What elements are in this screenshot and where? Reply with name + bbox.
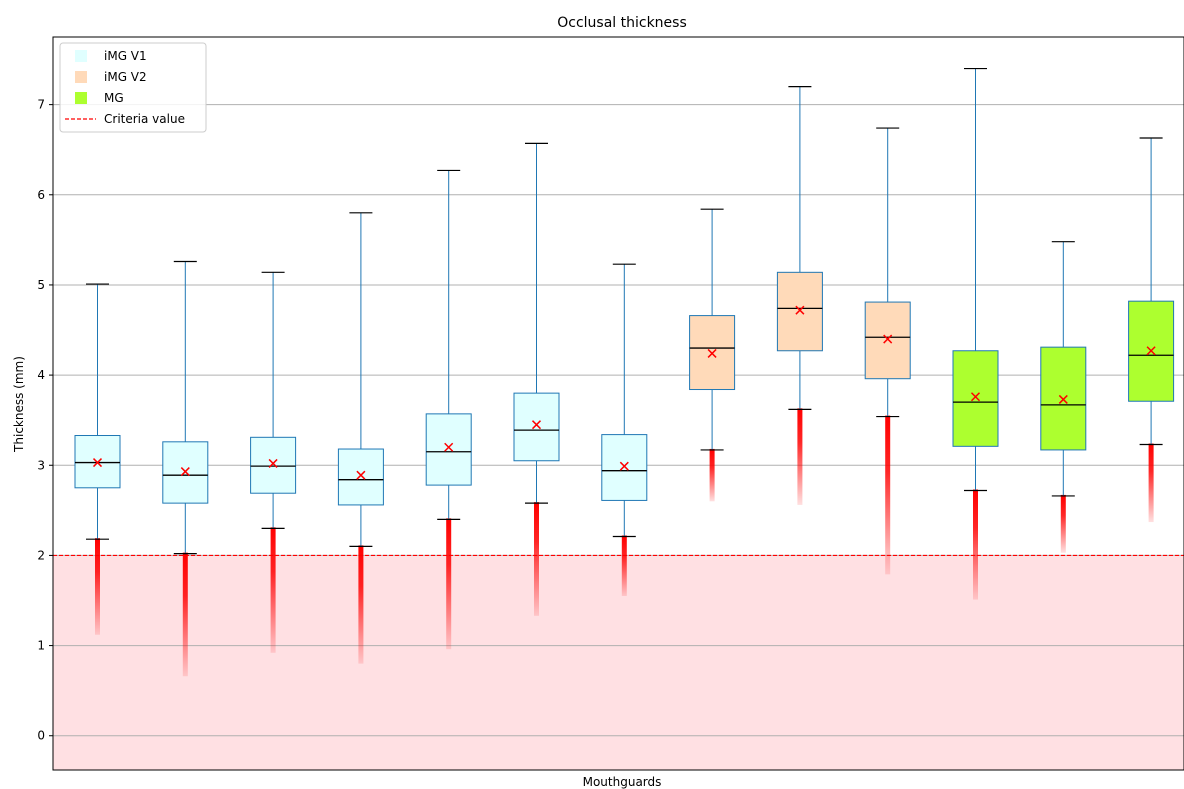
box-7	[601, 263, 648, 596]
y-tick-label-2: 2	[37, 548, 45, 562]
legend-label-1: iMG V1	[104, 49, 147, 63]
box-body-6	[513, 392, 560, 462]
box-2	[162, 260, 209, 677]
legend-item-1: iMG V1	[75, 49, 147, 63]
box-8	[689, 208, 736, 502]
box-6	[513, 142, 560, 616]
box-12	[1040, 241, 1087, 553]
outliers-5	[446, 518, 452, 650]
mean-marker-4	[356, 470, 366, 480]
mean-marker-5	[444, 442, 454, 452]
outliers-3	[270, 527, 276, 653]
x-axis-label: Mouthguards	[583, 775, 662, 789]
legend: iMG V1 iMG V2 MG Criteria value	[59, 42, 207, 133]
chart-title: Occlusal thickness	[557, 15, 687, 31]
boxes	[74, 67, 1175, 677]
box-4	[337, 212, 384, 664]
box-9	[776, 85, 823, 505]
outliers-11	[973, 489, 978, 600]
mean-marker-11	[970, 392, 981, 402]
plot-area: 0 1 2 3 4 5 6 7	[37, 36, 1184, 771]
outliers-2	[182, 552, 188, 677]
outliers-10	[885, 415, 891, 575]
mean-marker-2	[180, 467, 190, 477]
box-body-9	[776, 271, 823, 352]
legend-label-4: Criteria value	[104, 112, 185, 126]
box-1	[74, 283, 121, 635]
mean-marker-12	[1058, 394, 1068, 404]
axes-frame	[52, 36, 1184, 771]
mean-marker-8	[707, 348, 717, 358]
criteria-region	[53, 555, 1184, 770]
y-tick-label-6: 6	[37, 188, 45, 202]
mean-marker-10	[883, 334, 893, 344]
mean-marker-1	[92, 458, 103, 468]
legend-swatch-2	[75, 71, 87, 83]
y-tick-label-0: 0	[37, 729, 45, 743]
box-13	[1128, 137, 1175, 523]
outliers-9	[797, 408, 803, 505]
y-tick-label-5: 5	[37, 278, 45, 292]
box-body-4	[337, 448, 384, 506]
outliers-13	[1148, 443, 1154, 523]
legend-label-3: MG	[104, 91, 124, 105]
mean-marker-6	[531, 420, 542, 430]
outliers-1	[95, 538, 100, 635]
mean-marker-9	[795, 305, 805, 315]
legend-item-4: Criteria value	[65, 112, 185, 126]
box-10	[864, 127, 911, 575]
mean-marker-13	[1146, 346, 1156, 356]
box-body-10	[864, 301, 911, 380]
legend-swatch-1	[75, 50, 87, 62]
mean-marker-7	[619, 461, 629, 471]
y-tick-label-7: 7	[37, 98, 45, 112]
box-body-11	[952, 350, 999, 447]
y-axis-label: Thickness (mm)	[12, 356, 26, 453]
box-11	[952, 67, 999, 600]
box-body-3	[250, 436, 297, 494]
box-body-5	[425, 413, 472, 486]
y-tick-label-3: 3	[37, 458, 45, 472]
outliers-7	[621, 535, 627, 596]
legend-label-2: iMG V2	[104, 70, 147, 84]
legend-item-3: MG	[75, 91, 124, 105]
outliers-12	[1060, 494, 1066, 553]
outliers-8	[709, 448, 715, 502]
y-tick-label-1: 1	[37, 639, 45, 653]
outliers-4	[358, 545, 364, 664]
outliers-6	[534, 502, 539, 616]
y-tick-label-4: 4	[37, 368, 45, 382]
legend-frame	[59, 42, 207, 133]
box-5	[425, 169, 472, 650]
legend-swatch-3	[75, 92, 87, 104]
box-body-7	[601, 434, 648, 501]
mean-marker-3	[268, 458, 278, 468]
box-3	[250, 271, 297, 653]
legend-item-2: iMG V2	[75, 70, 147, 84]
